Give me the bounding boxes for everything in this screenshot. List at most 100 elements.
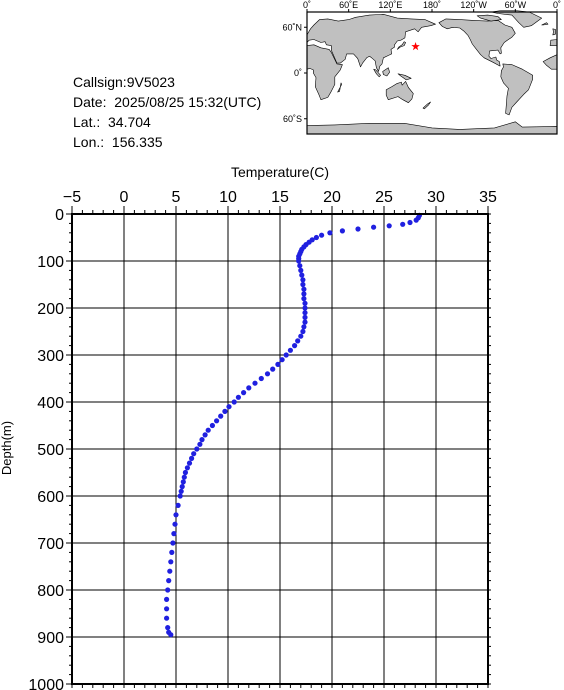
data-point xyxy=(178,488,184,494)
x-tick-label: 0 xyxy=(120,189,129,206)
data-point xyxy=(264,371,271,377)
data-point xyxy=(371,224,377,230)
land-greenland xyxy=(490,10,543,28)
land-arctic-islands xyxy=(476,14,502,22)
land-south-america xyxy=(500,63,534,116)
callsign-text: Callsign:9V5023 xyxy=(73,74,175,90)
x-tick-label: 25 xyxy=(375,189,393,206)
map-lon-label: 0˚ xyxy=(553,0,561,10)
land-sumatra xyxy=(373,68,381,78)
data-point xyxy=(189,455,195,461)
data-point xyxy=(164,615,170,621)
data-point xyxy=(299,272,305,278)
data-point xyxy=(168,632,174,638)
data-point xyxy=(252,380,258,386)
data-point xyxy=(302,300,308,306)
map-lat-label: 0˚ xyxy=(294,68,302,78)
data-point xyxy=(171,531,177,537)
data-point xyxy=(175,502,181,508)
data-point xyxy=(179,484,185,490)
data-point xyxy=(301,324,307,330)
station-marker xyxy=(411,42,420,51)
data-point xyxy=(164,596,170,603)
date-text: Date: 2025/08/25 15:32(UTC) xyxy=(73,94,262,110)
y-tick-labels: 0 100 200 300 400 500 600 700 800 900 1000 xyxy=(28,207,64,690)
data-point xyxy=(177,493,183,499)
map-lon-label: 120˚E xyxy=(378,0,402,10)
y-tick-label: 400 xyxy=(37,395,64,412)
data-point xyxy=(301,291,307,297)
land-iberia xyxy=(549,39,558,46)
data-points xyxy=(164,212,422,638)
data-point xyxy=(186,460,193,466)
data-point xyxy=(172,521,178,527)
data-point xyxy=(181,474,187,480)
data-point xyxy=(327,230,333,236)
data-point xyxy=(313,234,319,241)
chart-frame xyxy=(71,213,489,685)
data-point xyxy=(202,432,208,438)
data-point xyxy=(413,217,419,223)
y-tick-label: 500 xyxy=(37,442,64,459)
data-point xyxy=(258,375,264,382)
data-point xyxy=(164,606,170,612)
data-point xyxy=(300,277,306,283)
map-lon-label: 0˚ xyxy=(303,0,311,10)
land-eurasia xyxy=(306,14,436,72)
data-point xyxy=(275,361,281,367)
x-tick-labels: −5 0 5 10 15 20 25 30 35 xyxy=(63,189,497,206)
data-point xyxy=(182,469,188,476)
data-point xyxy=(191,451,197,457)
x-tick-label: 5 xyxy=(172,189,181,206)
data-point xyxy=(302,314,308,320)
data-point xyxy=(218,413,224,419)
x-tick-label: 10 xyxy=(219,189,237,206)
data-point xyxy=(301,286,307,292)
land-africa xyxy=(306,44,343,100)
land-madagascar xyxy=(337,82,343,93)
data-point xyxy=(302,319,308,325)
data-point xyxy=(279,357,285,363)
data-point xyxy=(297,263,303,269)
data-point xyxy=(235,394,241,400)
land-iceland xyxy=(541,22,549,26)
y-tick-label: 200 xyxy=(37,301,64,318)
y-tick-label: 300 xyxy=(37,348,64,365)
data-point xyxy=(165,587,171,593)
data-point xyxy=(270,366,276,372)
data-point xyxy=(339,228,345,234)
data-point xyxy=(197,441,203,447)
x-tick-label: 30 xyxy=(427,189,445,206)
data-point xyxy=(167,568,173,574)
data-point xyxy=(170,540,176,546)
data-point xyxy=(407,219,413,226)
temperature-profile-chart: Temperature(C) Depth(m) −5 0 5 10 15 20 25 30 35… xyxy=(0,164,497,690)
data-point xyxy=(169,549,175,556)
data-point xyxy=(295,338,301,344)
station-star-icon xyxy=(411,42,420,51)
chart-grid xyxy=(66,206,489,685)
map-land xyxy=(306,10,558,135)
x-tick-label: −5 xyxy=(63,189,81,206)
y-tick-label: 100 xyxy=(37,254,64,271)
latitude-text: Lat.: 34.704 xyxy=(73,114,151,130)
data-point xyxy=(166,578,172,584)
x-tick-label: 35 xyxy=(479,189,497,206)
data-point xyxy=(355,226,361,232)
map-latitude-labels: 60˚N 0˚ 60˚S xyxy=(282,22,302,124)
world-map: 0˚ 60˚E 120˚E 180˚ 120˚W 60˚W 0˚ 60˚N 0˚ 60˚S xyxy=(282,0,561,135)
land-north-america xyxy=(438,18,516,67)
data-point xyxy=(386,223,392,229)
data-point xyxy=(298,267,304,273)
land-australia xyxy=(385,81,414,103)
data-point xyxy=(214,418,220,424)
map-ticks xyxy=(304,9,558,120)
x-tick-label: 15 xyxy=(271,189,289,206)
data-point xyxy=(205,427,211,433)
data-point xyxy=(283,352,289,358)
land-japan xyxy=(396,41,406,50)
x-axis-title: Temperature(C) xyxy=(231,164,329,180)
map-lon-label: 60˚W xyxy=(505,0,527,10)
data-point xyxy=(301,296,307,302)
